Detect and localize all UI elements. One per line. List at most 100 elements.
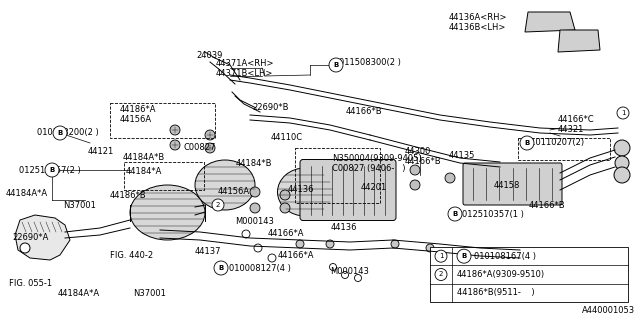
Circle shape — [410, 165, 420, 175]
Text: 44136: 44136 — [331, 223, 358, 233]
Text: 44184A*B: 44184A*B — [123, 154, 165, 163]
Text: N37001: N37001 — [133, 289, 166, 298]
Circle shape — [457, 249, 471, 263]
Text: M000143: M000143 — [330, 268, 369, 276]
Circle shape — [268, 254, 276, 262]
Text: 44321: 44321 — [558, 125, 584, 134]
Circle shape — [53, 126, 67, 140]
Text: 44186*A(9309-9510): 44186*A(9309-9510) — [457, 270, 545, 279]
Text: 010108200(2 ): 010108200(2 ) — [37, 129, 99, 138]
Bar — [430, 247, 628, 302]
Circle shape — [391, 240, 399, 248]
Circle shape — [614, 140, 630, 156]
Text: B: B — [524, 140, 530, 146]
Text: B: B — [49, 167, 54, 173]
Text: 44136A<RH>: 44136A<RH> — [449, 13, 508, 22]
Text: 22690*B: 22690*B — [252, 102, 289, 111]
Circle shape — [615, 156, 629, 170]
Circle shape — [410, 180, 420, 190]
Text: 44184A*A: 44184A*A — [58, 289, 100, 298]
Text: A440001053: A440001053 — [582, 306, 635, 315]
Text: N350004(9309-9405): N350004(9309-9405) — [332, 154, 422, 163]
Text: 1: 1 — [439, 253, 444, 259]
Circle shape — [205, 143, 215, 153]
Text: 011508300(2 ): 011508300(2 ) — [339, 59, 401, 68]
Circle shape — [20, 243, 30, 253]
Text: 44166*A: 44166*A — [278, 251, 314, 260]
Ellipse shape — [130, 185, 205, 240]
Circle shape — [448, 207, 462, 221]
Text: 44186*B(9511-    ): 44186*B(9511- ) — [457, 288, 534, 297]
Circle shape — [45, 163, 59, 177]
Text: 44136: 44136 — [288, 186, 314, 195]
Text: 44137: 44137 — [195, 247, 221, 257]
Circle shape — [445, 173, 455, 183]
Text: 44166*B: 44166*B — [346, 108, 383, 116]
Circle shape — [506, 251, 514, 259]
Text: N37001: N37001 — [63, 201, 96, 210]
Circle shape — [214, 261, 228, 275]
Circle shape — [486, 253, 494, 261]
Circle shape — [170, 125, 180, 135]
Text: 44300: 44300 — [405, 148, 431, 156]
Text: FIG. 055-1: FIG. 055-1 — [9, 279, 52, 289]
Circle shape — [456, 251, 464, 259]
Circle shape — [435, 250, 447, 262]
Polygon shape — [15, 215, 70, 260]
Circle shape — [617, 107, 629, 119]
Ellipse shape — [278, 168, 333, 216]
Circle shape — [326, 240, 334, 248]
Text: 44184A*A: 44184A*A — [6, 189, 48, 198]
Text: 44184*A: 44184*A — [126, 167, 163, 177]
FancyBboxPatch shape — [463, 163, 562, 205]
Text: B: B — [333, 62, 339, 68]
Text: FIG. 440-2: FIG. 440-2 — [110, 251, 153, 260]
Circle shape — [329, 58, 343, 72]
Text: M000143: M000143 — [235, 218, 274, 227]
Text: 44166*B: 44166*B — [529, 202, 566, 211]
Bar — [110, 103, 215, 138]
Circle shape — [296, 240, 304, 248]
Circle shape — [355, 275, 362, 282]
Text: 44371B<LH>: 44371B<LH> — [216, 68, 273, 77]
Polygon shape — [525, 12, 575, 32]
Ellipse shape — [195, 160, 255, 210]
Text: 24039: 24039 — [196, 51, 222, 60]
Text: 44166*B: 44166*B — [405, 157, 442, 166]
Text: 44201: 44201 — [361, 183, 387, 193]
Text: 010108167(4 ): 010108167(4 ) — [474, 252, 536, 261]
Polygon shape — [558, 30, 600, 52]
Text: 44156A: 44156A — [120, 116, 152, 124]
Text: 010008127(4 ): 010008127(4 ) — [229, 263, 291, 273]
Bar — [518, 138, 610, 160]
Text: 44166*A: 44166*A — [268, 229, 305, 238]
Circle shape — [280, 190, 290, 200]
Text: 012510357(1 ): 012510357(1 ) — [462, 210, 524, 219]
Text: B: B — [58, 130, 63, 136]
Circle shape — [250, 187, 260, 197]
Text: B: B — [452, 211, 458, 217]
Circle shape — [435, 268, 447, 281]
Text: 44156A: 44156A — [218, 188, 250, 196]
FancyBboxPatch shape — [300, 159, 396, 220]
Text: 44110C: 44110C — [271, 133, 303, 142]
Circle shape — [614, 167, 630, 183]
Bar — [295, 148, 380, 203]
Text: 22690*A: 22690*A — [12, 233, 49, 242]
Circle shape — [426, 244, 434, 252]
Circle shape — [170, 140, 180, 150]
Circle shape — [520, 136, 534, 150]
Circle shape — [280, 203, 290, 213]
Text: 44166*C: 44166*C — [558, 116, 595, 124]
Circle shape — [242, 230, 250, 238]
Text: C00827: C00827 — [183, 142, 216, 151]
Text: B: B — [218, 265, 223, 271]
Text: 012510257(2 ): 012510257(2 ) — [19, 165, 81, 174]
Text: 44158: 44158 — [494, 181, 520, 190]
Text: 010110207(2): 010110207(2) — [525, 139, 584, 148]
Text: 44135: 44135 — [449, 150, 476, 159]
Circle shape — [205, 130, 215, 140]
Text: 2: 2 — [216, 202, 220, 208]
Text: 44186*B: 44186*B — [110, 191, 147, 201]
Circle shape — [342, 271, 349, 278]
